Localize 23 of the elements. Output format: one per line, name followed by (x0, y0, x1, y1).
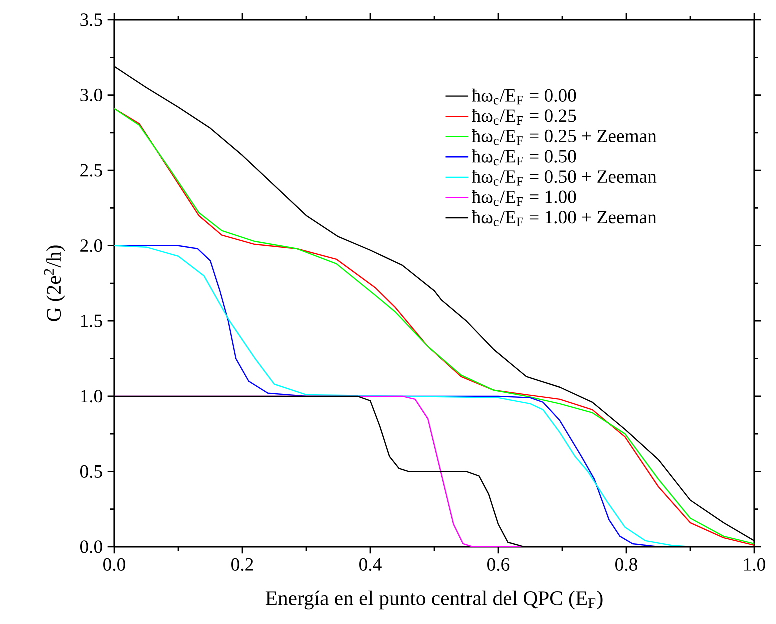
y-tick-label: 2.0 (80, 240, 102, 252)
x-tick-label: 0.4 (360, 558, 382, 572)
legend-label: ħω$_{c}$/E$_{F}$ = 0.50 + Zeeman (472, 170, 657, 186)
y-tick-label: 1.0 (81, 390, 102, 403)
x-tick-label: 0.2 (232, 558, 254, 572)
legend-label: ħω$_{c}$/E$_{F}$ = 0.25 + Zeeman (472, 129, 657, 146)
x-tick-label: 0.0 (104, 558, 126, 572)
y-tick-label: 3.0 (80, 88, 102, 102)
y-axis-title: G (2e$^{2}$/h) (44, 246, 66, 322)
legend-label: ħω$_{c}$/E$_{F}$ = 0.50 (472, 150, 576, 166)
y-tick-label: 1.5 (81, 314, 102, 328)
y-tick-label: 3.5 (80, 14, 102, 26)
x-tick-label: 0.6 (488, 558, 510, 572)
x-tick-label: 0.8 (616, 558, 638, 572)
legend-label: ħω$_{c}$/E$_{F}$ = 0.25 (472, 109, 576, 126)
legend-label: ħω$_{c}$/E$_{F}$ = 0.00 (472, 88, 576, 105)
y-tick-label: 0.5 (80, 465, 102, 478)
x-axis-title: Energía en el punto central del QPC (E$_{F}$) (266, 590, 603, 610)
y-tick-label: 2.5 (80, 164, 102, 177)
legend-label: ħω$_{c}$/E$_{F}$ = 1.00 + Zeeman (472, 210, 657, 226)
legend-label: ħω$_{c}$/E$_{F}$ = 1.00 (472, 190, 576, 206)
x-tick-label: 1.0 (744, 558, 766, 572)
y-tick-label: 0.0 (80, 540, 102, 554)
